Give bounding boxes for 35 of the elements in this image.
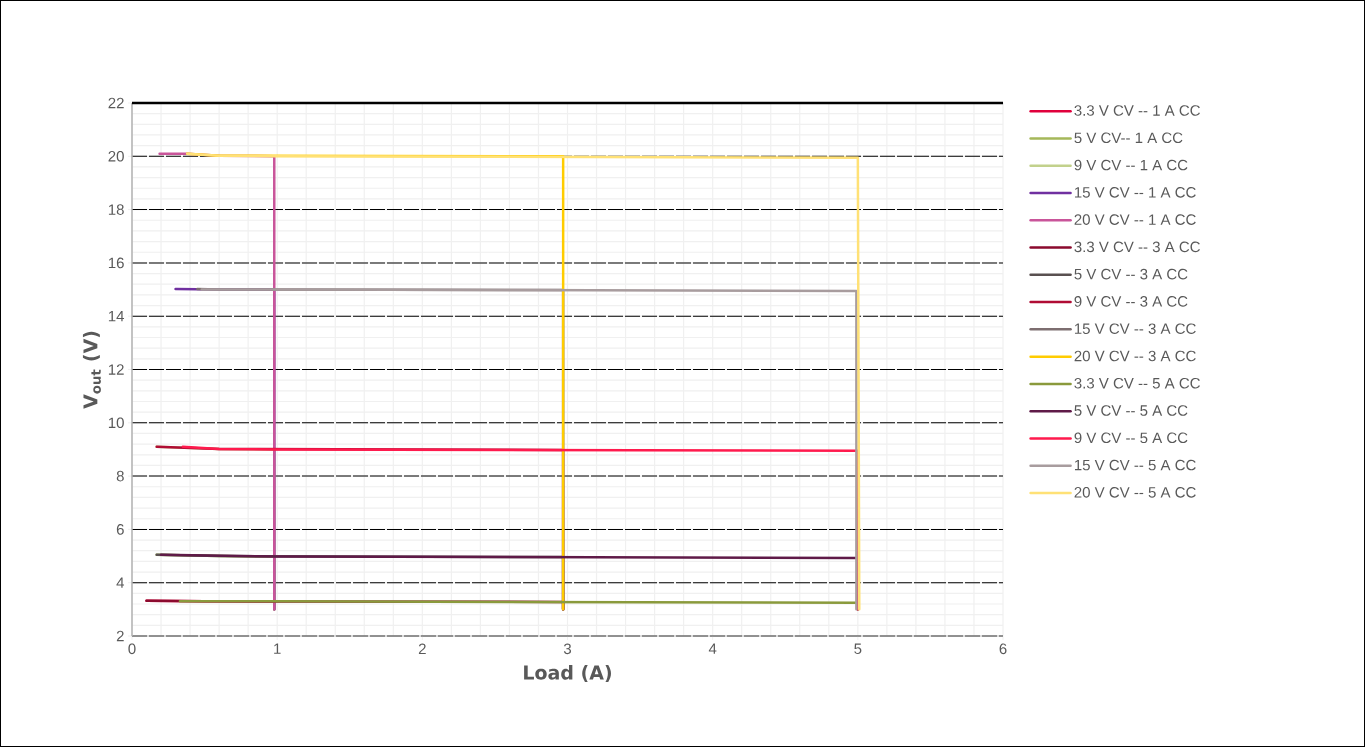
legend-label: 9 V CV -- 5 A CC (1074, 432, 1188, 444)
x-tick-label: 2 (418, 643, 426, 655)
y-tick-label: 22 (108, 97, 124, 109)
x-tick-label: 6 (999, 643, 1007, 655)
legend-label: 20 V CV -- 1 A CC (1074, 214, 1196, 225)
y-axis-title: V$_{out}$ (V) (82, 331, 101, 409)
legend-label: 20 V CV -- 3 A CC (1074, 350, 1196, 362)
x-axis-title: Load (A) (524, 665, 611, 682)
y-tick-label: 2 (116, 630, 124, 642)
legend-label: 15 V CV -- 1 A CC (1074, 187, 1196, 198)
x-tick-label: 4 (708, 643, 717, 654)
y-tick-label: 12 (108, 364, 124, 375)
legend-label: 3.3 V CV -- 5 A CC (1074, 377, 1200, 389)
x-tick-label: 0 (128, 643, 136, 655)
y-tick-label: 18 (108, 204, 124, 215)
legend-label: 3.3 V CV -- 3 A CC (1074, 241, 1200, 253)
y-tick-label: 8 (116, 470, 124, 482)
legend-label: 15 V CV -- 5 A CC (1074, 459, 1196, 471)
y-tick-label: 10 (108, 417, 124, 429)
legend-label: 15 V CV -- 3 A CC (1074, 323, 1196, 334)
legend-label: 5 V CV-- 1 A CC (1074, 132, 1183, 144)
x-tick-label: 1 (274, 643, 281, 654)
legend-label: 9 V CV -- 3 A CC (1074, 296, 1188, 307)
y-tick-label: 14 (108, 311, 125, 322)
y-tick-label: 16 (108, 257, 124, 269)
y-tick-label: 6 (116, 524, 124, 535)
y-tick-label: 20 (108, 150, 124, 162)
y-tick-label: 4 (116, 577, 125, 588)
x-tick-label: 3 (563, 643, 572, 655)
x-tick-label: 5 (854, 643, 862, 654)
legend-label: 3.3 V CV -- 1 A CC (1074, 105, 1200, 116)
legend-label: 5 V CV -- 3 A CC (1074, 268, 1188, 280)
legend-label: 20 V CV -- 5 A CC (1074, 487, 1196, 498)
legend-label: 9 V CV -- 1 A CC (1074, 159, 1188, 171)
legend-label: 5 V CV -- 5 A CC (1074, 405, 1188, 416)
